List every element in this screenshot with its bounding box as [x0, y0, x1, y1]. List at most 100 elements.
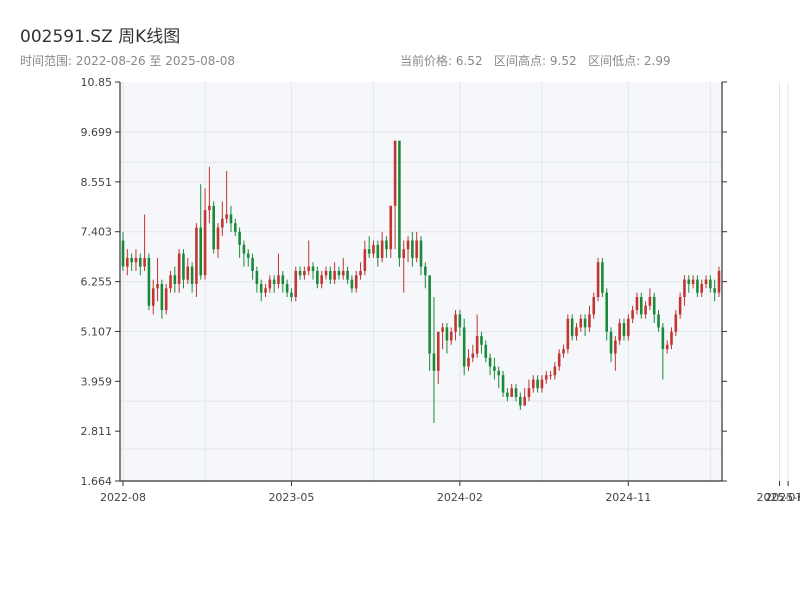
candle-body: [195, 227, 198, 284]
candle-body: [225, 214, 228, 219]
candle-body: [458, 314, 462, 328]
candle-body: [130, 257, 133, 263]
y-tick-label: 8.551: [81, 176, 113, 189]
candle-body: [657, 314, 660, 328]
candle-body: [536, 379, 539, 389]
candle-body: [242, 244, 246, 254]
candle-body: [367, 249, 371, 254]
candle-body: [272, 279, 276, 284]
candle-body: [199, 227, 203, 276]
candle-body: [523, 396, 526, 406]
candle-body: [411, 240, 414, 258]
candle-body: [385, 240, 388, 250]
candle-body: [514, 388, 518, 397]
price-stats: 当前价格: 6.52 区间高点: 9.52 区间低点: 2.99: [400, 52, 671, 69]
candle-body: [359, 270, 362, 276]
candle-body: [303, 270, 306, 276]
candle-body: [182, 253, 185, 280]
candle-body: [337, 270, 341, 276]
candle-body: [540, 379, 544, 389]
chart-title: 002591.SZ 周K线图: [20, 27, 181, 47]
candle-body: [488, 357, 492, 367]
candle-body: [316, 270, 319, 284]
candle-body: [652, 297, 656, 315]
x-tick-label: 2024-02: [437, 491, 483, 504]
candle-body: [570, 318, 574, 337]
candle-body: [251, 257, 254, 271]
candle-body: [531, 379, 535, 389]
candle-body: [493, 366, 496, 371]
candle-body: [376, 244, 380, 258]
candle-body: [354, 275, 358, 289]
candle-body: [519, 396, 522, 406]
candle-body: [126, 257, 129, 267]
candle-body: [164, 288, 168, 311]
chart-subtitle: 时间范围: 2022-08-26 至 2025-08-08: [20, 54, 235, 68]
candle-body: [190, 266, 194, 284]
candle-body: [575, 327, 578, 337]
candle-body: [601, 262, 604, 293]
candle-body: [449, 331, 453, 341]
candle-body: [134, 257, 138, 263]
y-tick-label: 9.699: [81, 126, 113, 139]
candle-body: [713, 288, 716, 293]
candle-body: [644, 305, 647, 315]
candle-body: [177, 253, 181, 284]
candle-body: [544, 375, 548, 380]
y-tick-label: 10.85: [81, 76, 113, 89]
candle-body: [350, 279, 354, 289]
candle-body: [549, 375, 552, 377]
y-tick-label: 3.959: [81, 375, 113, 388]
candle-body: [462, 327, 466, 367]
candle-body: [678, 297, 682, 315]
candle-body: [203, 210, 207, 276]
range-low: 区间低点: 2.99: [588, 54, 671, 68]
candle-body: [627, 318, 630, 337]
candle-body: [428, 275, 431, 354]
candle-body: [424, 266, 427, 276]
candle-body: [363, 249, 367, 271]
candle-body: [497, 370, 501, 376]
x-tick-label: 2023-05: [268, 491, 314, 504]
candle-body: [406, 240, 410, 250]
candle-body: [648, 297, 652, 306]
candle-body: [441, 327, 444, 332]
candle-body: [605, 292, 609, 332]
candle-body: [670, 331, 673, 345]
candle-body: [700, 283, 704, 293]
candle-body: [264, 288, 267, 293]
candle-body: [398, 140, 401, 258]
candle-body: [307, 266, 311, 271]
x-tick-label: 2025-07: [756, 491, 800, 504]
candle-body: [506, 392, 509, 397]
candle-body: [454, 314, 457, 332]
candle-body: [393, 140, 397, 206]
candle-body: [436, 331, 440, 371]
x-tick-label: 2022-08: [100, 491, 146, 504]
candle-body: [311, 266, 315, 271]
candle-body: [346, 270, 349, 280]
candle-body: [216, 227, 220, 250]
y-tick-label: 1.664: [81, 475, 113, 488]
candle-body: [255, 270, 259, 284]
candle-body: [415, 240, 418, 258]
candle-body: [631, 310, 634, 319]
candle-body: [320, 275, 323, 284]
candle-body: [665, 344, 669, 350]
candle-body: [151, 288, 155, 306]
candle-body: [717, 270, 721, 293]
candle-body: [609, 331, 613, 354]
candle-body: [467, 357, 470, 367]
candle-body: [579, 318, 583, 328]
candle-body: [277, 275, 280, 284]
candle-body: [614, 340, 617, 354]
candle-body: [169, 275, 172, 289]
candle-body: [683, 279, 686, 298]
candle-body: [510, 388, 513, 397]
candle-body: [138, 257, 142, 267]
candle-body: [445, 327, 449, 341]
candle-body: [143, 257, 146, 267]
candle-body: [380, 240, 384, 258]
candle-body: [294, 270, 298, 298]
candle-body: [527, 388, 531, 397]
